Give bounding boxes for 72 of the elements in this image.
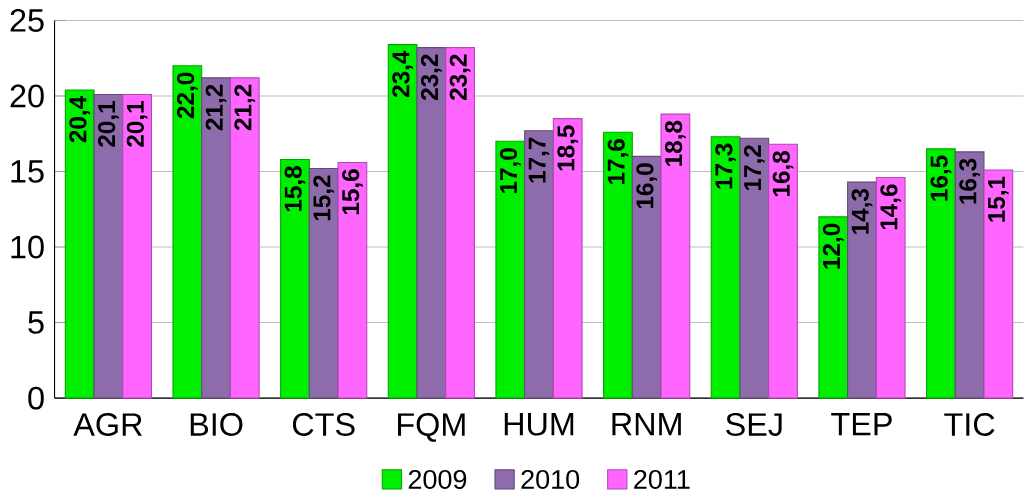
bar bbox=[445, 47, 475, 399]
x-tick-label: TIC bbox=[944, 413, 995, 437]
data-label: 14,3 bbox=[851, 189, 873, 234]
bar bbox=[122, 94, 152, 399]
bar bbox=[847, 181, 877, 399]
bar bbox=[172, 65, 203, 399]
bar bbox=[926, 148, 956, 399]
data-label: 16,5 bbox=[930, 155, 952, 201]
x-tick-label: TEP bbox=[831, 413, 892, 436]
bar bbox=[416, 47, 447, 399]
y-tick-label: 15 bbox=[11, 160, 44, 184]
bar bbox=[337, 162, 368, 399]
data-label: 16,8 bbox=[772, 151, 794, 197]
y-tick-label: 10 bbox=[11, 235, 44, 259]
bar bbox=[280, 159, 310, 399]
data-label: 20,1 bbox=[98, 101, 119, 148]
x-tick-label: RNM bbox=[612, 413, 681, 436]
data-label: 23,2 bbox=[449, 54, 471, 101]
bar bbox=[631, 156, 662, 399]
y-tick-label: 25 bbox=[10, 9, 44, 33]
x-tick-label: CTS bbox=[292, 413, 355, 437]
x-tick-label: BIO bbox=[190, 413, 243, 437]
data-label: 15,6 bbox=[342, 169, 363, 215]
bar bbox=[954, 151, 985, 399]
data-label: 17,6 bbox=[607, 139, 629, 185]
bar bbox=[495, 140, 526, 399]
bar bbox=[818, 216, 849, 399]
data-label: 17,2 bbox=[743, 145, 765, 191]
bar bbox=[875, 177, 906, 399]
data-label: 18,8 bbox=[664, 121, 686, 167]
bar bbox=[229, 77, 260, 399]
bar bbox=[710, 136, 741, 399]
bar bbox=[660, 113, 691, 399]
y-tick-label: 20 bbox=[10, 84, 44, 108]
bar bbox=[603, 131, 633, 399]
data-label: 17,7 bbox=[528, 137, 550, 183]
data-label: 17,0 bbox=[499, 148, 521, 194]
bar bbox=[93, 94, 124, 399]
data-label: 20,1 bbox=[126, 101, 148, 148]
data-label: 15,2 bbox=[313, 175, 335, 221]
data-label: 16,0 bbox=[636, 163, 658, 209]
x-tick-label: AGR bbox=[73, 413, 142, 437]
data-label: 15,8 bbox=[284, 166, 306, 212]
data-label: 16,3 bbox=[959, 158, 980, 204]
bar bbox=[201, 77, 231, 399]
data-label: 20,4 bbox=[69, 96, 91, 143]
x-tick-label: FQM bbox=[398, 413, 465, 443]
data-label: 17,3 bbox=[715, 143, 736, 189]
legend-label: 2011 bbox=[634, 470, 690, 490]
bar bbox=[308, 168, 339, 399]
y-tick-label: 0 bbox=[28, 386, 44, 410]
legend-label: 2009 bbox=[408, 470, 467, 490]
data-label: 15,1 bbox=[988, 176, 1009, 222]
x-tick-label: SEJ bbox=[726, 413, 782, 437]
legend-label: 2010 bbox=[521, 470, 580, 490]
data-label: 12,0 bbox=[822, 223, 844, 269]
data-label: 23,2 bbox=[420, 54, 442, 101]
data-label: 22,0 bbox=[176, 72, 198, 119]
x-tick-label: HUM bbox=[504, 413, 574, 436]
bar bbox=[64, 89, 95, 399]
data-label: 14,6 bbox=[880, 184, 902, 230]
bar bbox=[387, 44, 418, 399]
bar bbox=[983, 169, 1014, 399]
data-label: 23,4 bbox=[392, 50, 414, 98]
data-label: 21,2 bbox=[205, 85, 227, 131]
data-label: 18,5 bbox=[557, 125, 579, 171]
bar bbox=[739, 137, 770, 399]
bar bbox=[768, 144, 798, 399]
bar bbox=[524, 130, 554, 399]
bar bbox=[552, 118, 583, 399]
data-label: 21,2 bbox=[234, 85, 256, 131]
y-tick-label: 5 bbox=[28, 311, 44, 335]
